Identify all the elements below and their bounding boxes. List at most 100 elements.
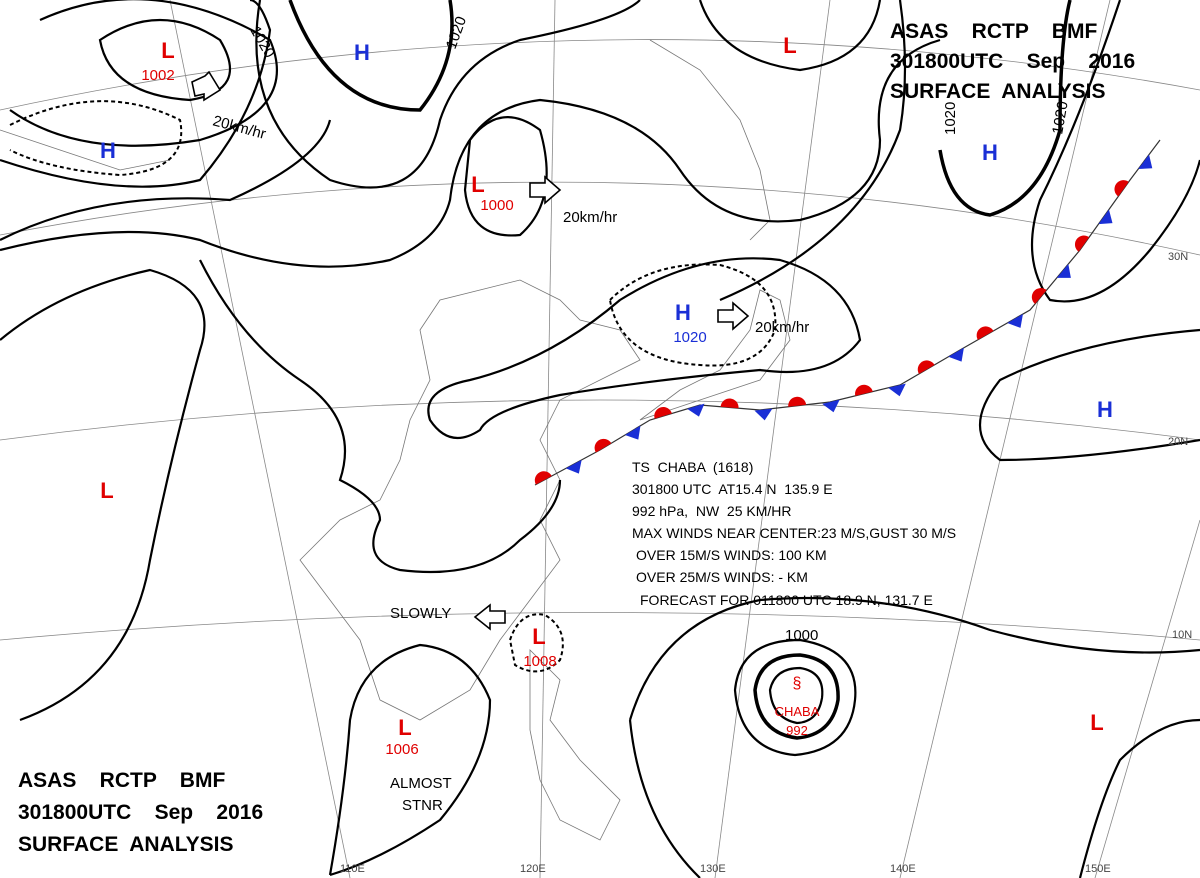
- cold-symbol: [565, 459, 582, 474]
- isobar: [628, 719, 701, 878]
- center-pressure: 1020: [673, 329, 706, 346]
- warm-symbol: [788, 396, 807, 407]
- header-line: SURFACE ANALYSIS: [890, 80, 1106, 103]
- typhoon-symbol: §: [793, 675, 802, 692]
- cold-symbol: [1138, 154, 1153, 169]
- coast: [529, 649, 621, 841]
- warm-symbol: [534, 471, 552, 485]
- info-line: OVER 15M/S WINDS: 100 KM: [636, 547, 827, 563]
- isobar: [733, 638, 857, 757]
- isobar: [0, 0, 272, 188]
- lat-line: [0, 181, 1200, 256]
- front-symbols: [534, 154, 1153, 485]
- lat-label: 30N: [1168, 251, 1188, 263]
- isobar: [753, 653, 840, 740]
- warm-symbol: [976, 326, 994, 340]
- center-letter: L: [161, 38, 174, 63]
- lon-line: [539, 0, 556, 878]
- motion-label: ALMOST: [390, 775, 452, 792]
- lon-label: 130E: [700, 863, 726, 875]
- isobar: [938, 0, 1072, 217]
- lon-line: [169, 0, 351, 878]
- motion-label: 20km/hr: [755, 319, 809, 336]
- lon-label: 150E: [1085, 863, 1111, 875]
- cold-symbol: [948, 347, 964, 362]
- warm-symbol: [720, 398, 739, 409]
- isobar: [1030, 0, 1200, 303]
- info-line: FORECAST FOR 011800 UTC 18.9 N, 131.7 E: [640, 592, 933, 608]
- isobar: [288, 0, 454, 112]
- center-letter: H: [982, 140, 998, 165]
- cold-symbol: [625, 425, 641, 440]
- isobar: [199, 259, 562, 574]
- lon-line: [899, 0, 1111, 878]
- isobar: [628, 596, 1200, 721]
- header-line: SURFACE ANALYSIS: [18, 833, 234, 856]
- lon-label: 120E: [520, 863, 546, 875]
- lon-line: [714, 0, 831, 878]
- arrow: [473, 603, 506, 631]
- isobar: [768, 666, 824, 725]
- motion-label: SLOWLY: [390, 605, 451, 622]
- isobar: [9, 100, 183, 177]
- isobar: [979, 328, 1200, 462]
- center-letter: H: [100, 138, 116, 163]
- coast: [639, 289, 791, 421]
- cold-symbol: [1007, 314, 1023, 328]
- header-line: ASAS RCTP BMF: [890, 20, 1097, 43]
- warm-symbol: [594, 438, 612, 453]
- cold-symbol: [687, 403, 705, 417]
- isobar-label: 1020: [942, 102, 959, 135]
- lon-label: 140E: [890, 863, 916, 875]
- center-letter: H: [354, 40, 370, 65]
- center-letter: H: [1097, 397, 1113, 422]
- warm-symbol: [1114, 180, 1129, 197]
- warm-symbol: [1074, 235, 1090, 252]
- coast: [0, 129, 171, 171]
- lat-label: 20N: [1168, 436, 1188, 448]
- motion-arrows: [191, 70, 750, 631]
- info-line: TS CHABA (1618): [632, 459, 753, 475]
- coastlines: [0, 39, 791, 841]
- isobar: [0, 38, 941, 268]
- isobar: [0, 119, 332, 241]
- center-letter: L: [1090, 710, 1103, 735]
- isobar: [98, 18, 232, 102]
- isobar: [427, 257, 862, 440]
- header-line: 301800UTC Sep 2016: [18, 801, 263, 824]
- isobar: [0, 268, 206, 722]
- isobar: [698, 0, 882, 72]
- warm-symbol: [855, 384, 873, 396]
- cold-symbol: [888, 383, 906, 397]
- arrow: [191, 70, 222, 102]
- lon-line: [1094, 519, 1200, 878]
- isobar: [508, 613, 564, 673]
- isobar-label: 1000: [785, 627, 818, 644]
- center-pressure: 1006: [385, 741, 418, 758]
- warm-symbol: [1031, 288, 1047, 304]
- info-line: OVER 25M/S WINDS: - KM: [636, 569, 808, 585]
- isobar: [255, 0, 641, 189]
- lat-label: 10N: [1172, 629, 1192, 641]
- info-line: 992 hPa, NW 25 KM/HR: [632, 503, 792, 519]
- center-letter: L: [100, 478, 113, 503]
- isobar-label: 1020: [1049, 100, 1072, 136]
- center-pressure: 1002: [141, 67, 174, 84]
- cold-symbol: [822, 399, 840, 413]
- info-line: 301800 UTC AT15.4 N 135.9 E: [632, 481, 833, 497]
- center-pressure: 1000: [480, 197, 513, 214]
- arrow: [529, 175, 562, 205]
- warm-symbol: [654, 407, 672, 419]
- lon-label: 110E: [340, 863, 365, 875]
- cold-symbol: [1056, 263, 1071, 278]
- warm-symbol: [917, 360, 935, 374]
- isobar: [608, 263, 777, 367]
- info-line: MAX WINDS NEAR CENTER:23 M/S,GUST 30 M/S: [632, 525, 956, 541]
- arrow: [717, 301, 750, 331]
- motion-label: STNR: [402, 797, 443, 814]
- center-letter: H: [675, 300, 691, 325]
